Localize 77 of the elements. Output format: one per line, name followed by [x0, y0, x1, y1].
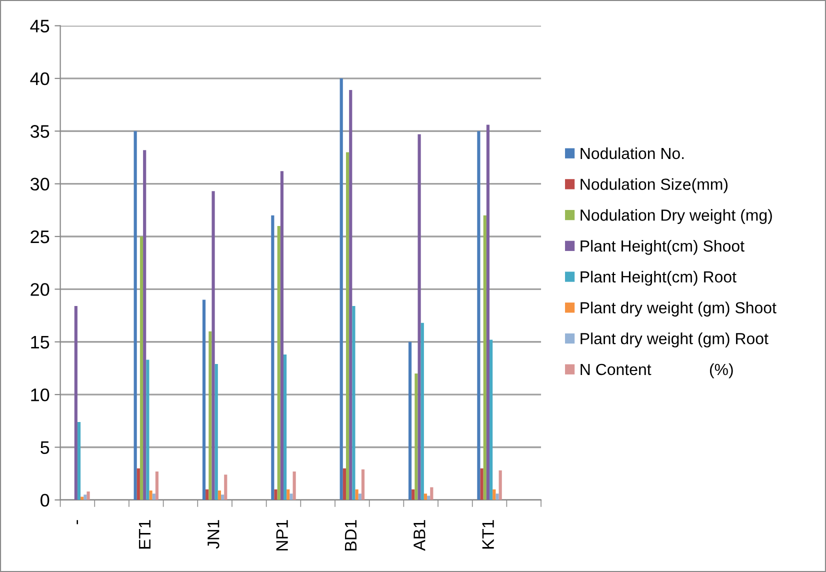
bar — [221, 494, 224, 500]
y-tick-label: 40 — [30, 72, 50, 86]
x-tick-label: - — [76, 520, 78, 524]
legend-label: N Content (%) — [580, 363, 733, 378]
legend-label: Plant Height(cm) Shoot — [580, 240, 744, 255]
bar — [496, 494, 499, 500]
bar — [283, 354, 287, 500]
legend-label: Nodulation No. — [580, 147, 684, 160]
x-tick-label: JN1 — [208, 520, 220, 549]
bar — [490, 340, 493, 500]
legend-label: Nodulation Size(mm) — [580, 178, 728, 194]
bar — [424, 494, 428, 500]
bar — [286, 489, 290, 500]
bar — [143, 150, 146, 500]
bar — [352, 306, 356, 500]
x-tick-label: ET1 — [138, 520, 150, 549]
bar — [498, 470, 502, 500]
bar — [492, 489, 496, 500]
bar — [146, 360, 150, 500]
y-tick-label: 5 — [40, 441, 50, 454]
bar — [427, 496, 430, 500]
bar — [208, 331, 212, 500]
bar — [420, 322, 424, 500]
bar — [430, 487, 434, 500]
bar — [412, 489, 415, 500]
bar — [292, 471, 296, 500]
bar — [480, 468, 484, 500]
bar — [84, 494, 87, 500]
bar — [136, 468, 140, 500]
legend-label: Plant dry weight (gm) Shoot — [580, 302, 776, 317]
bar — [483, 215, 486, 500]
bar — [86, 492, 90, 500]
bar — [224, 474, 228, 500]
bar — [212, 191, 215, 500]
bar — [486, 124, 490, 500]
bar — [77, 422, 81, 500]
legend-label: Nodulation Dry weight (mg) — [580, 209, 772, 224]
y-tick-label: 30 — [30, 178, 50, 191]
bar — [340, 78, 343, 500]
legend-label: Plant dry weight (gm) Root — [580, 332, 768, 348]
bar — [418, 134, 421, 500]
bar — [290, 494, 293, 500]
x-tick-label: NP1 — [276, 520, 288, 550]
y-tick-label: 25 — [30, 230, 50, 244]
bar — [346, 152, 350, 500]
bar — [277, 226, 280, 500]
bar — [152, 494, 156, 500]
bar — [214, 364, 218, 500]
bar — [477, 131, 480, 500]
bar — [74, 306, 78, 500]
bar — [355, 489, 358, 500]
bar — [149, 490, 152, 500]
x-tick-label: AB1 — [414, 520, 426, 551]
bar — [140, 236, 144, 500]
bar — [271, 215, 274, 500]
legend-label: Plant Height(cm) Root — [580, 270, 736, 286]
bar — [342, 468, 346, 500]
y-tick-label: 15 — [31, 336, 50, 349]
bar — [274, 489, 278, 500]
bar — [408, 342, 412, 500]
bar — [280, 171, 284, 500]
y-tick-label: 20 — [30, 283, 50, 296]
y-tick-label: 45 — [30, 20, 50, 32]
y-tick-label: 35 — [30, 125, 50, 138]
bar — [349, 90, 352, 500]
y-tick-label: 10 — [31, 388, 50, 402]
bar — [358, 494, 362, 500]
bar — [155, 471, 159, 500]
bar — [206, 489, 209, 500]
bar — [134, 131, 137, 500]
bar — [202, 300, 206, 500]
bar — [361, 469, 365, 500]
bar — [414, 373, 418, 500]
y-tick-label: 0 — [40, 494, 50, 507]
x-tick-label: KT1 — [482, 520, 494, 549]
x-tick-label: BD1 — [345, 520, 356, 550]
bar — [218, 490, 221, 500]
